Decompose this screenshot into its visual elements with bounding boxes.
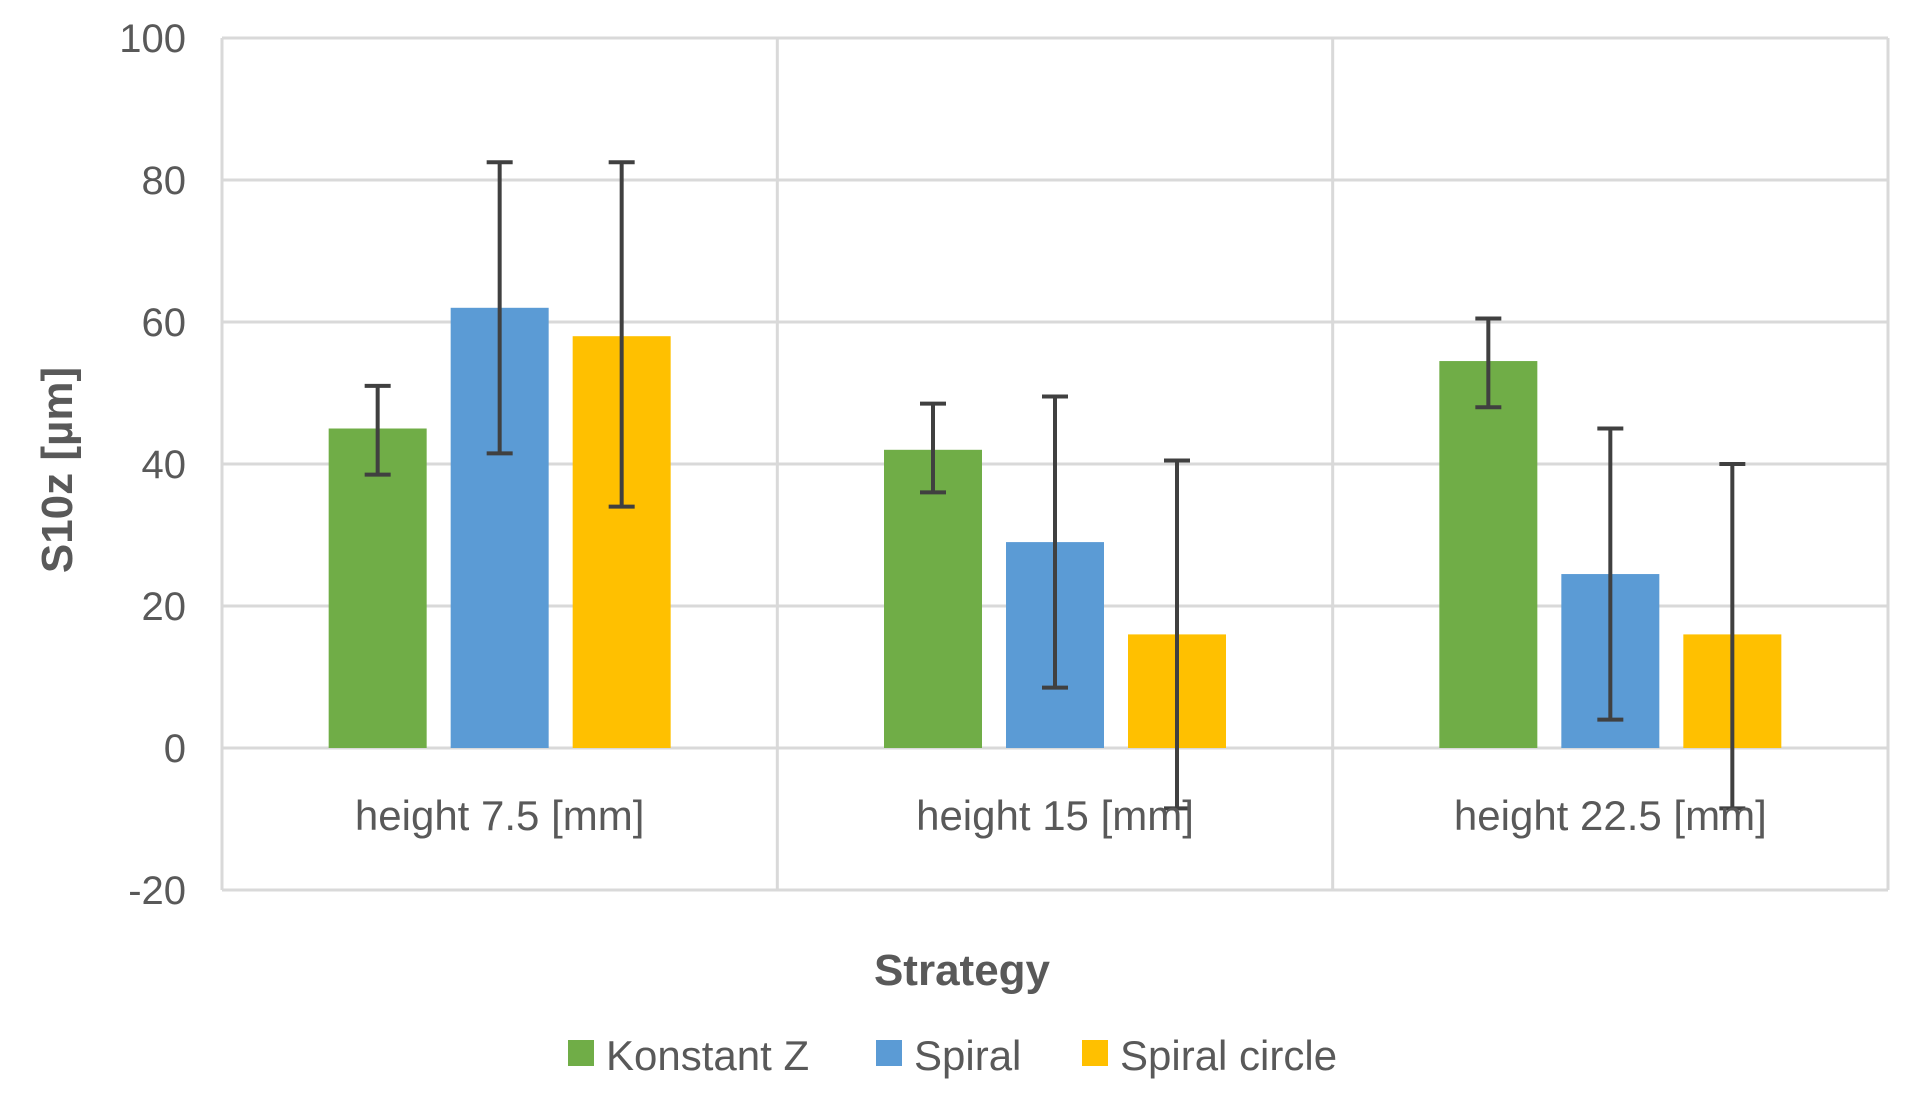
error-bar — [1719, 462, 1746, 811]
y-axis-title: S10z [µm] — [33, 367, 82, 573]
error-bar — [1164, 458, 1190, 811]
legend: Konstant Z Spiral Spiral circle — [568, 1032, 1337, 1079]
bar — [884, 449, 982, 748]
y-tick-label: 20 — [142, 585, 187, 629]
error-bars — [364, 160, 1746, 811]
category-label: height 7.5 [mm] — [355, 792, 644, 839]
category-label: height 15 [mm] — [916, 792, 1194, 839]
y-tick-label: 100 — [119, 17, 186, 61]
category-labels: height 7.5 [mm] height 15 [mm] height 22.5… — [355, 792, 1767, 839]
y-tick-label: 40 — [142, 443, 187, 487]
legend-label: Spiral — [914, 1032, 1021, 1079]
legend-item: Spiral circle — [1082, 1032, 1337, 1079]
y-tick-label: 60 — [142, 301, 187, 345]
error-bar — [1475, 316, 1502, 410]
legend-label: Konstant Z — [606, 1032, 809, 1079]
legend-swatch — [568, 1040, 594, 1066]
error-bar — [608, 160, 635, 509]
category-label: height 22.5 [mm] — [1454, 792, 1767, 839]
x-axis-title: Strategy — [874, 946, 1051, 995]
bars — [328, 307, 1782, 748]
legend-swatch — [1082, 1040, 1108, 1066]
y-tick-label: 0 — [164, 727, 186, 771]
y-axis-ticks: -20 0 20 40 60 80 100 — [119, 17, 186, 913]
bar — [328, 428, 427, 748]
error-bar — [486, 160, 513, 456]
legend-swatch — [876, 1040, 902, 1066]
legend-item: Konstant Z — [568, 1032, 809, 1079]
error-bar — [1597, 426, 1624, 722]
error-bar — [1042, 394, 1068, 690]
bar — [1439, 361, 1538, 748]
legend-label: Spiral circle — [1120, 1032, 1337, 1079]
y-tick-label: 80 — [142, 159, 187, 203]
legend-item: Spiral — [876, 1032, 1021, 1079]
error-bar — [364, 383, 391, 477]
y-tick-label: -20 — [128, 869, 186, 913]
error-bar — [920, 401, 946, 495]
